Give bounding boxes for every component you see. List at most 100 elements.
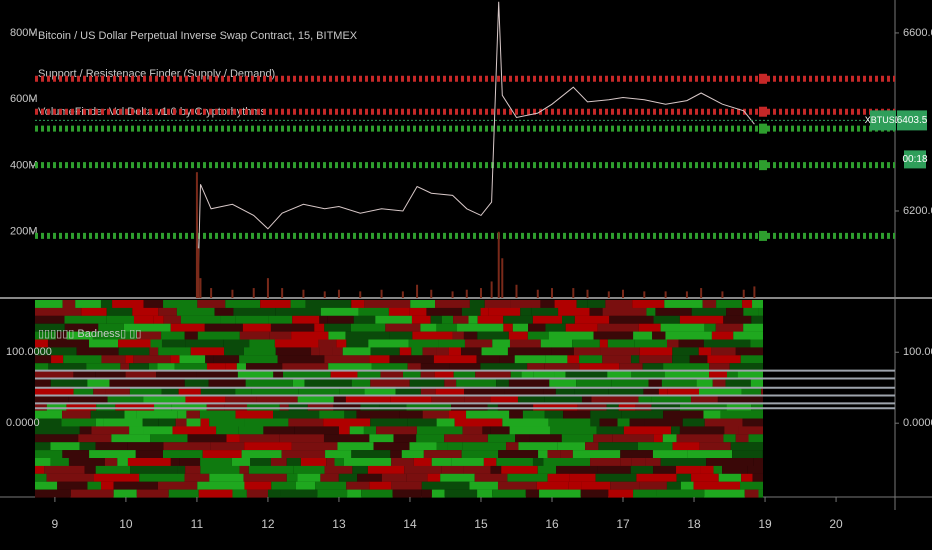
- heatmap-cell: [242, 323, 271, 332]
- heatmap-cell: [162, 450, 203, 459]
- heatmap-cell: [118, 339, 151, 348]
- heatmap-cell: [200, 458, 232, 466]
- heatmap-cell: [345, 394, 391, 403]
- heatmap-cell: [275, 307, 321, 316]
- heatmap-cell: [50, 458, 69, 466]
- heatmap-cell: [293, 465, 325, 474]
- heatmap-cell: [438, 339, 465, 348]
- heatmap-cell: [608, 386, 644, 395]
- heatmap-cell: [517, 394, 545, 403]
- heatmap-cell: [421, 489, 432, 498]
- heatmap-cell: [199, 410, 236, 419]
- heatmap-cell: [752, 473, 763, 482]
- heatmap-cell: [630, 465, 654, 474]
- heatmap-cell: [90, 410, 125, 419]
- volume-bar: [302, 289, 305, 298]
- heatmap-cell: [716, 300, 743, 308]
- heatmap-cell: [751, 315, 763, 324]
- heatmap-cell: [244, 442, 292, 451]
- heatmap-cell: [51, 355, 64, 364]
- heatmap-cell: [198, 489, 233, 498]
- heatmap-cell: [35, 331, 57, 340]
- heatmap-cell: [611, 379, 649, 387]
- heatmap-cell: [492, 489, 526, 498]
- heatmap-cell: [292, 315, 320, 324]
- heatmap-cell: [461, 347, 482, 356]
- heatmap-cell: [484, 300, 511, 308]
- heatmap-cell: [652, 450, 688, 459]
- x-tick-label: 15: [474, 517, 488, 531]
- heatmap-cell: [496, 458, 533, 466]
- support-marker: [759, 123, 767, 134]
- heatmap-cell: [35, 473, 47, 482]
- heatmap-cell: [469, 300, 485, 308]
- heatmap-cell: [404, 465, 442, 474]
- heatmap-cell: [103, 418, 143, 427]
- heatmap-cell: [515, 434, 530, 443]
- heatmap-cell: [350, 323, 386, 332]
- heatmap-cell: [561, 315, 575, 324]
- heatmap-cell: [46, 473, 95, 482]
- heatmap-cell: [64, 323, 99, 332]
- heatmap-cell: [618, 402, 636, 411]
- heatmap-cell: [200, 418, 210, 427]
- heatmap-cell: [412, 331, 453, 340]
- heatmap-cell: [280, 489, 318, 498]
- heatmap-cell: [713, 465, 723, 474]
- heatmap-cell: [95, 371, 126, 380]
- heatmap-cell: [225, 300, 261, 308]
- volume-bar: [550, 288, 553, 298]
- heatmap-cell: [573, 347, 601, 356]
- heatmap-cell: [501, 465, 538, 474]
- heatmap-cell: [741, 386, 762, 395]
- indicator-label: ▯▯▯▯▯▯ Badness▯ ▯▯: [38, 328, 141, 340]
- heatmap-cell: [35, 426, 80, 435]
- volume-bar: [643, 291, 646, 298]
- heatmap-cell: [95, 442, 128, 451]
- heatmap-cell: [633, 489, 657, 498]
- heatmap-cell: [514, 355, 546, 364]
- heatmap-cell: [635, 402, 652, 411]
- heatmap-cell: [115, 402, 155, 411]
- heatmap-cell: [453, 315, 469, 324]
- heatmap-cell: [497, 481, 537, 490]
- x-tick-label: 20: [829, 517, 843, 531]
- heatmap-cell: [57, 481, 88, 490]
- heatmap-cell: [527, 331, 549, 340]
- heatmap-cell: [292, 379, 305, 387]
- heatmap-cell: [186, 418, 201, 427]
- heatmap-cell: [577, 402, 607, 411]
- heatmap-cell: [202, 450, 242, 459]
- heatmap-cell: [672, 347, 699, 356]
- heatmap-cell: [187, 434, 227, 443]
- heatmap-cell: [422, 347, 437, 356]
- volume-bar: [742, 289, 745, 298]
- heatmap-cell: [508, 331, 528, 340]
- heatmap-cell: [602, 355, 632, 364]
- heatmap-cell: [357, 371, 381, 380]
- heatmap-cell: [35, 418, 62, 427]
- heatmap-cell: [353, 315, 376, 324]
- heatmap-cell: [66, 331, 93, 340]
- heatmap-cell: [621, 410, 664, 419]
- heatmap-cell: [569, 473, 596, 482]
- heatmap-cell: [175, 418, 187, 427]
- heatmap-cell: [461, 450, 499, 459]
- heatmap-cell: [35, 339, 48, 348]
- heatmap-cell: [726, 402, 752, 411]
- heatmap-cell: [720, 410, 763, 419]
- price-line: [196, 1, 755, 274]
- heatmap-cell: [95, 418, 104, 427]
- heatmap-cell: [561, 434, 594, 443]
- heatmap-cell: [185, 394, 226, 403]
- heatmap-cell: [521, 371, 534, 380]
- heatmap-cell: [392, 489, 422, 498]
- heatmap-cell: [551, 347, 574, 356]
- heatmap-cell: [345, 331, 390, 340]
- heatmap-cell: [631, 458, 646, 466]
- volume-bar: [465, 289, 468, 298]
- heatmap-cell: [279, 434, 324, 443]
- heatmap-cell: [179, 458, 201, 466]
- heatmap-cell: [389, 331, 413, 340]
- heatmap-cell: [125, 371, 157, 380]
